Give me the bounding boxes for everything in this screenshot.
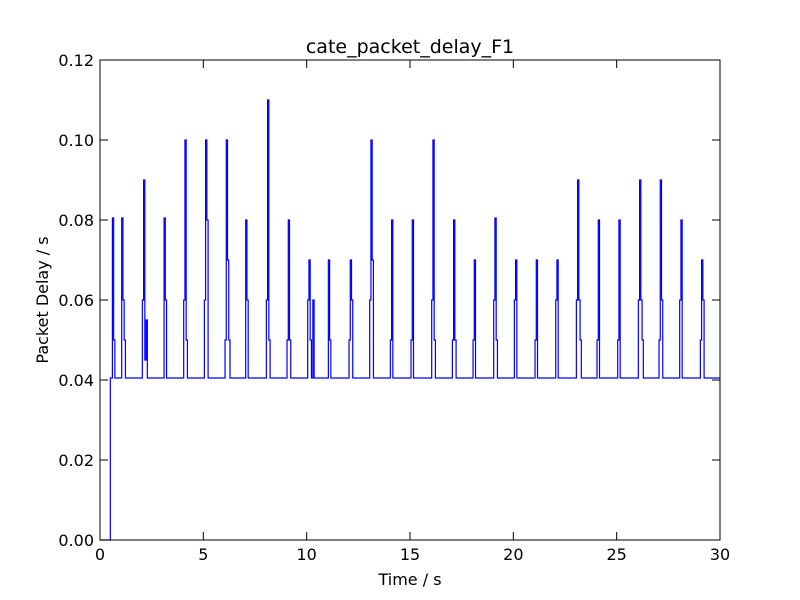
y-tick-label: 0.06 — [58, 291, 94, 310]
y-tick-label: 0.02 — [58, 451, 94, 470]
tick-labels: 0 5 10 15 20 25 30 0.00 0.02 0.04 0.06 0.08 0.10 0.12 — [58, 51, 730, 564]
plot-frame — [99, 59, 721, 541]
y-tick-label: 0.04 — [58, 371, 94, 390]
y-tick-label: 0.00 — [58, 531, 94, 550]
x-tick-label: 5 — [198, 545, 208, 564]
x-tick-label: 0 — [95, 545, 105, 564]
x-tick-label: 20 — [503, 545, 523, 564]
x-tick-label: 15 — [400, 545, 420, 564]
x-axis-label: Time / s — [377, 570, 441, 589]
y-axis-label: Packet Delay / s — [33, 236, 52, 363]
series-line-packet-delay — [100, 99, 720, 541]
x-tick-label: 25 — [606, 545, 626, 564]
y-tick-label: 0.12 — [58, 51, 94, 70]
y-tick-label: 0.10 — [58, 131, 94, 150]
x-tick-label: 30 — [710, 545, 730, 564]
chart-title: cate_packet_delay_F1 — [306, 36, 514, 58]
x-tick-label: 10 — [296, 545, 316, 564]
y-tick-label: 0.08 — [58, 211, 94, 230]
